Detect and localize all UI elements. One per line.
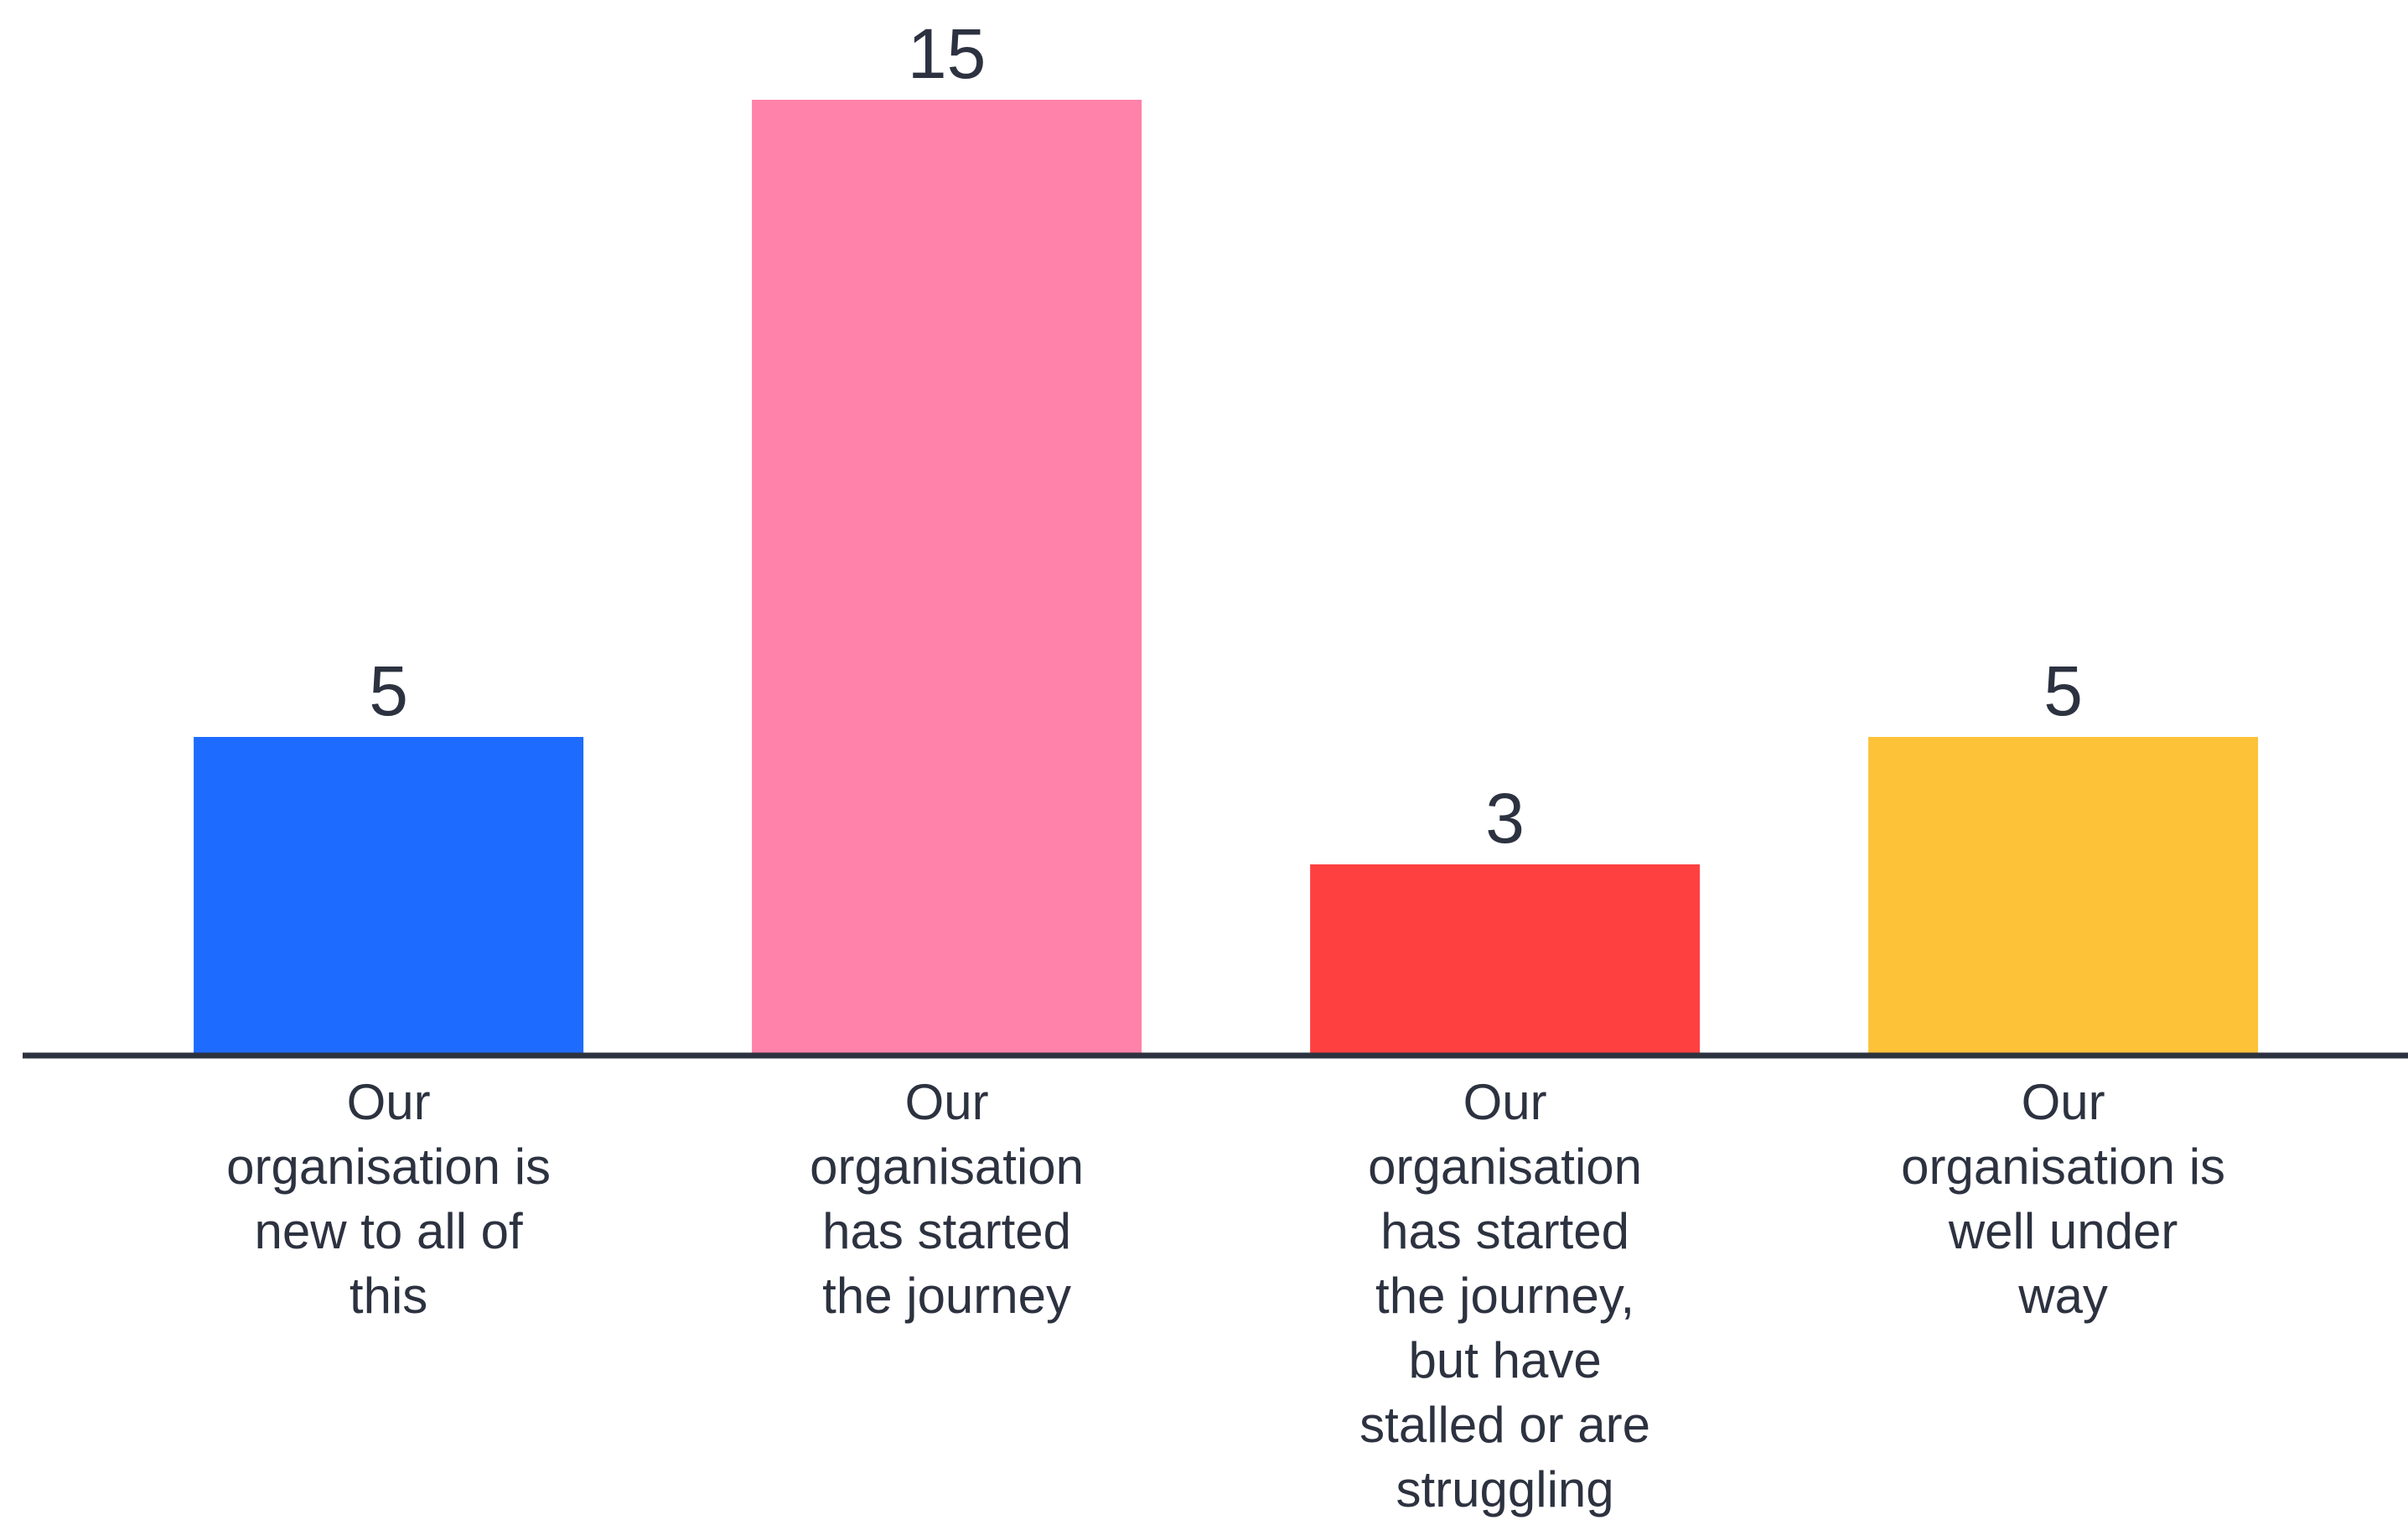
category-label: Our organisation has started the journey… <box>1359 1074 1651 1517</box>
bar <box>1868 737 2259 1056</box>
category-label: Our organisation is well under way <box>1901 1074 2226 1324</box>
value-label: 3 <box>1485 779 1525 858</box>
bar <box>752 100 1142 1056</box>
value-label: 5 <box>369 651 408 730</box>
category-label: Our organisation has started the journey <box>810 1074 1085 1324</box>
bar <box>194 737 584 1056</box>
value-label: 5 <box>2043 651 2083 730</box>
category-label: Our organisation is new to all of this <box>226 1074 552 1324</box>
bar <box>1310 864 1701 1056</box>
value-label: 15 <box>908 14 986 93</box>
